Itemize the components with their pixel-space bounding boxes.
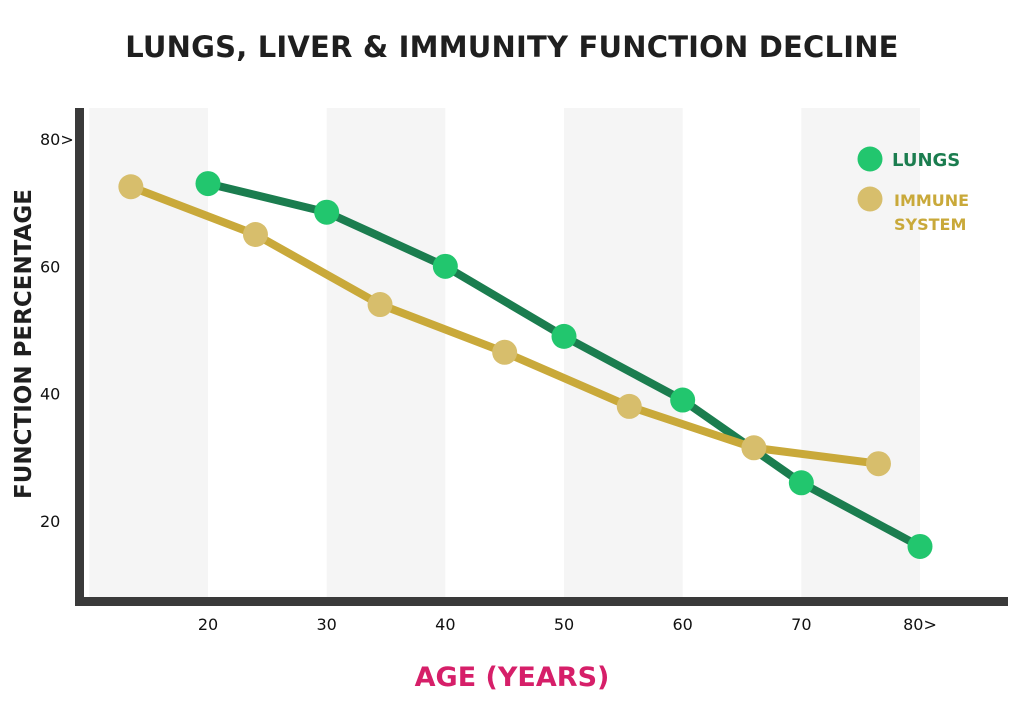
legend-marker-lungs: [857, 146, 883, 172]
legend-label-immune-line: SYSTEM: [894, 215, 966, 234]
immune-system-point: [242, 222, 268, 247]
y-tick-labels: 20 40 60 80>: [40, 130, 74, 531]
x-tick-label: 70: [791, 615, 811, 634]
lungs-point: [907, 533, 933, 559]
y-tick-label: 40: [40, 385, 60, 404]
grid-band: [801, 108, 920, 600]
y-axis-label: FUNCTION PERCENTAGE: [11, 189, 37, 499]
legend: LUNGS IMMUNE SYSTEM: [857, 146, 969, 234]
y-axis-line: [75, 108, 84, 606]
x-tick-label: 20: [198, 615, 218, 634]
lungs-point: [788, 470, 814, 496]
y-tick-label: 60: [40, 257, 60, 276]
x-axis-line: [75, 597, 1008, 606]
immune-system-point: [367, 292, 393, 318]
legend-label-immune: IMMUNE SYSTEM: [894, 191, 969, 234]
grid-band: [326, 108, 446, 600]
x-tick-label: 30: [316, 615, 336, 634]
legend-label-lungs: LUNGS: [892, 150, 960, 171]
immune-system-point: [616, 393, 642, 419]
y-tick-label: 80>: [40, 130, 74, 149]
grid-band: [564, 108, 683, 600]
x-axis-label: AGE (YEARS): [414, 662, 610, 693]
lungs-point: [432, 253, 458, 279]
lungs-point: [670, 387, 696, 413]
series-layer: [118, 171, 933, 559]
legend-marker-immune: [857, 186, 883, 212]
chart-title: LUNGS, LIVER & IMMUNITY FUNCTION DECLINE: [125, 30, 899, 64]
immune-system-point: [741, 435, 767, 461]
x-tick-label: 60: [672, 615, 692, 634]
grid-band: [89, 108, 208, 600]
y-tick-label: 20: [40, 512, 60, 531]
x-tick-label: 40: [435, 615, 455, 634]
x-tick-label: 50: [554, 615, 574, 634]
immune-system-point: [865, 451, 891, 477]
lungs-point: [195, 171, 221, 197]
x-tick-label: 80>: [903, 615, 937, 634]
x-tick-labels: 20 30 40 50 60 70 80>: [198, 615, 937, 634]
immune-system-line: [126, 182, 883, 468]
immune-system-point: [118, 174, 144, 200]
immune-system-point: [492, 339, 518, 365]
lungs-point: [314, 199, 340, 225]
axes: [75, 108, 1008, 606]
legend-label-immune-line: IMMUNE: [894, 191, 969, 210]
lungs-point: [551, 323, 577, 349]
